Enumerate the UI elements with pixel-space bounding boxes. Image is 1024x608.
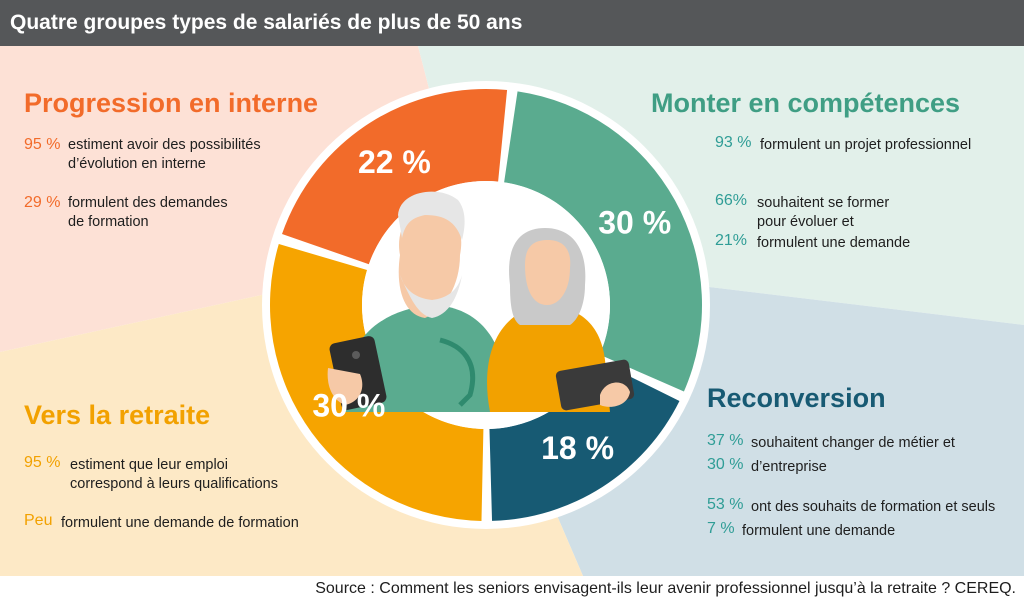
stat-text: ont des souhaits de formation et seuls: [751, 498, 995, 517]
stat-value: 95 %: [24, 454, 61, 471]
heading-reconversion: Reconversion: [707, 383, 886, 413]
stat-line: d’entreprise: [751, 459, 827, 475]
stat-reconversion-3: 53 %: [707, 496, 743, 514]
stat-text: souhaitent se former pour évoluer et: [757, 194, 889, 232]
stat-line: souhaitent se former: [757, 195, 890, 211]
man-illustration: [327, 191, 505, 412]
donut-label: 22 %: [358, 144, 431, 180]
stat-text: formulent une demande de formation: [61, 514, 299, 533]
stat-competences-1: 93 %: [715, 134, 751, 152]
stat-line: formulent un projet professionnel: [760, 137, 972, 153]
stat-competences-3: 21%: [715, 232, 747, 250]
stat-retraite-1: 95 %: [24, 454, 60, 472]
stat-text: souhaitent changer de métier et: [751, 434, 955, 453]
stat-value: 29 %: [24, 194, 61, 211]
donut-label: 18 %: [541, 430, 614, 466]
stat-text: d’entreprise: [751, 458, 827, 477]
stat-value: 7 %: [707, 520, 735, 537]
stat-line: formulent des demandes: [68, 195, 228, 211]
woman-illustration: [487, 228, 635, 412]
infographic-canvas: 30 % 18 % 30 % 22 %: [0, 46, 1024, 576]
stat-reconversion-4: 7 %: [707, 520, 735, 538]
stat-value: 53 %: [707, 496, 744, 513]
stat-text: formulent des demandes de formation: [68, 194, 228, 232]
stat-progression-1: 95 %: [24, 136, 60, 154]
stat-text: estiment avoir des possibilités d’évolut…: [68, 136, 261, 174]
heading-competences: Monter en compétences: [651, 88, 961, 118]
stat-line: ont des souhaits de formation et seuls: [751, 499, 996, 515]
stat-value: 30 %: [707, 456, 744, 473]
donut-slices: [270, 89, 703, 521]
donut-label: 30 %: [598, 205, 671, 241]
stat-text: formulent une demande: [742, 522, 895, 541]
stat-line: formulent une demande de formation: [61, 515, 299, 531]
stat-text: formulent une demande: [757, 234, 910, 253]
stat-reconversion-2: 30 %: [707, 456, 743, 474]
stat-value: 93 %: [715, 134, 752, 151]
stat-value: 95 %: [24, 136, 61, 153]
stat-line: souhaitent changer de métier et: [751, 435, 955, 451]
stat-reconversion-1: 37 %: [707, 432, 743, 450]
stat-line: de formation: [68, 214, 149, 230]
stat-line: correspond à leurs qualifications: [70, 476, 278, 492]
slice-competences: [504, 91, 703, 392]
stat-line: estiment avoir des possibilités: [68, 137, 261, 153]
heading-progression: Progression en interne: [24, 88, 319, 118]
stat-value: 66%: [715, 192, 748, 209]
stat-line: estiment que leur emploi: [70, 457, 228, 473]
stat-line: formulent une demande: [742, 523, 896, 539]
heading-retraite: Vers la retraite: [24, 400, 211, 430]
slice-progression: [282, 89, 508, 265]
slice-reconversion: [489, 360, 680, 521]
stat-text: formulent un projet professionnel: [760, 136, 971, 155]
stat-progression-2: 29 %: [24, 194, 60, 212]
stat-value: 21%: [715, 232, 748, 249]
source-note: Source : Comment les seniors envisagent-…: [315, 580, 1016, 597]
stat-value: Peu: [24, 512, 53, 529]
stat-line: formulent une demande: [757, 235, 911, 251]
stat-line: d’évolution en interne: [68, 156, 206, 172]
stat-retraite-2: Peu: [24, 512, 52, 530]
stat-value: 37 %: [707, 432, 744, 449]
stat-line: pour évoluer et: [757, 214, 854, 230]
page-title: Quatre groupes types de salariés de plus…: [0, 0, 1024, 46]
donut-labels: 30 % 18 % 30 % 22 %: [312, 144, 671, 466]
stat-competences-2: 66%: [715, 192, 747, 210]
stat-text: estiment que leur emploi correspond à le…: [70, 456, 278, 494]
donut-label: 30 %: [312, 387, 385, 423]
